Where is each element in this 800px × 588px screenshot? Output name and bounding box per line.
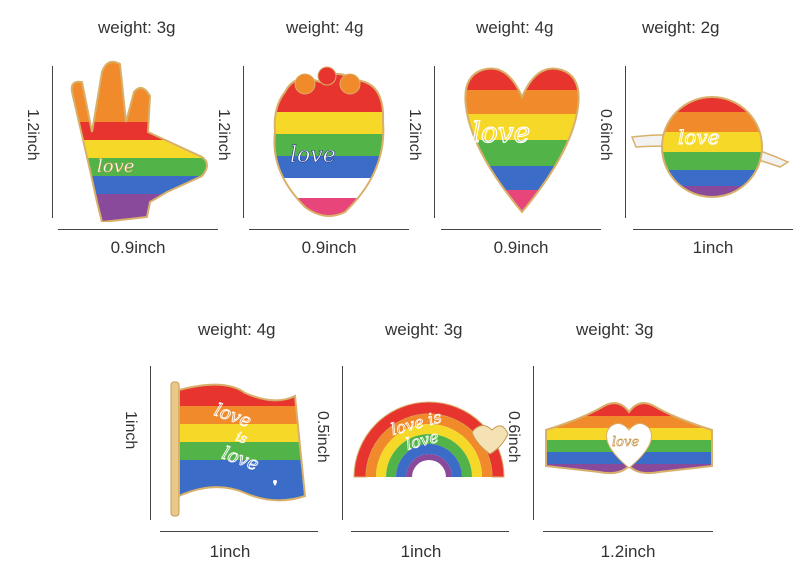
height-label: 0.5inch <box>314 411 331 463</box>
planet-pin-image: love <box>630 92 790 202</box>
width-dimension-line <box>249 229 409 230</box>
height-dimension-line <box>434 66 435 218</box>
svg-text:love: love <box>678 125 720 149</box>
weight-label: weight: 2g <box>642 18 720 37</box>
width-dimension-line <box>543 531 713 532</box>
heart-organ-pin-image: love <box>265 62 395 220</box>
svg-text:love: love <box>472 116 530 149</box>
height-label: 1.2inch <box>215 109 232 161</box>
rainbow-pin-image: love is love <box>352 392 510 482</box>
width-dimension-line <box>351 531 509 532</box>
height-dimension-line <box>52 66 53 218</box>
width-label: 0.9inch <box>110 238 166 257</box>
height-label: 1.2inch <box>24 109 41 161</box>
weight-label: weight: 4g <box>286 18 364 37</box>
flag-pin-image: love is love <box>165 378 307 518</box>
weight-label: weight: 4g <box>198 320 276 339</box>
width-dimension-line <box>633 229 793 230</box>
svg-text:love: love <box>97 156 134 177</box>
weight-label: weight: 3g <box>385 320 463 339</box>
height-label: 0.6inch <box>505 411 522 463</box>
weight-label: weight: 3g <box>576 320 654 339</box>
width-dimension-line <box>160 531 318 532</box>
height-dimension-line <box>533 366 534 520</box>
height-dimension-line <box>342 366 343 520</box>
width-dimension-line <box>441 229 601 230</box>
heart-hands-pin-image: love <box>544 398 714 478</box>
width-label: 1inch <box>400 542 442 561</box>
height-dimension-line <box>150 366 151 520</box>
color-band <box>71 61 208 122</box>
hand-pin-image: love <box>62 52 212 222</box>
svg-text:love: love <box>612 435 639 450</box>
width-label: 0.9inch <box>493 238 549 257</box>
height-label: 0.6inch <box>597 109 614 161</box>
height-dimension-line <box>625 66 626 218</box>
svg-text:love: love <box>290 143 336 168</box>
width-label: 1inch <box>209 542 251 561</box>
width-label: 1.2inch <box>600 542 656 561</box>
height-dimension-line <box>243 66 244 218</box>
width-label: 1inch <box>692 238 734 257</box>
height-label: 1.2inch <box>406 109 423 161</box>
weight-label: weight: 3g <box>98 18 176 37</box>
weight-label: weight: 4g <box>476 18 554 37</box>
width-dimension-line <box>58 229 218 230</box>
heart-pin-image: love <box>462 62 582 217</box>
height-label: 1inch <box>122 411 139 450</box>
width-label: 0.9inch <box>301 238 357 257</box>
